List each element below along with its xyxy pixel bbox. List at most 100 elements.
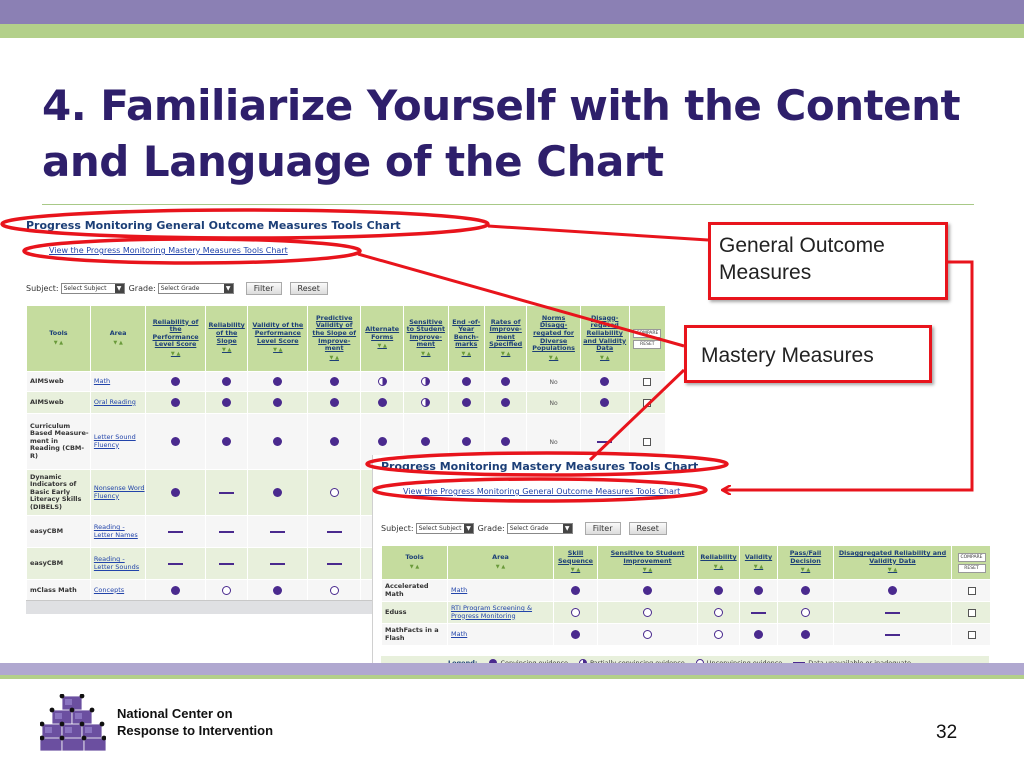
- filled-circle-icon: [801, 586, 810, 595]
- sort-arrows-icon[interactable]: ▼ ▲: [642, 567, 653, 574]
- mm-column-header[interactable]: Sensitive to Student Improvement ▼ ▲: [597, 545, 698, 580]
- compare-checkbox[interactable]: [643, 398, 652, 407]
- tool-area-link[interactable]: Reading - Letter Names: [89, 515, 147, 548]
- stacked-cubes-logo-icon: [40, 694, 106, 752]
- gom-compare-button[interactable]: COMPARE: [633, 328, 662, 338]
- sort-arrows-icon[interactable]: ▼ ▲: [377, 343, 387, 350]
- filled-circle-icon: [643, 586, 652, 595]
- mm-column-header[interactable]: Area ▼ ▲: [447, 545, 554, 580]
- dash-icon: [270, 562, 286, 565]
- rating-cell: [597, 623, 698, 646]
- gom-subject-select[interactable]: Select Subject ▼: [60, 283, 125, 294]
- mm-column-header[interactable]: Tools ▼ ▲: [381, 545, 448, 580]
- mm-column-header[interactable]: Pass/Fail Decision ▼ ▲: [777, 545, 834, 580]
- filled-circle-icon: [501, 398, 511, 407]
- mm-reset-button[interactable]: Reset: [628, 522, 667, 535]
- sort-arrows-icon[interactable]: ▼ ▲: [273, 347, 283, 354]
- tool-area-link[interactable]: Math: [89, 371, 147, 392]
- mm-column-header[interactable]: Disaggregated Reliability and Validity D…: [833, 545, 952, 580]
- filled-circle-icon: [501, 437, 511, 446]
- gom-filter-button[interactable]: Filter: [245, 282, 282, 295]
- sort-arrows-icon[interactable]: ▼ ▲: [170, 350, 181, 357]
- gom-column-header[interactable]: Sensitive to Student Improve-ment ▼ ▲: [402, 305, 449, 372]
- tool-area-link[interactable]: RTI Program Screening & Progress Monitor…: [447, 601, 554, 624]
- gom-compare-reset-button[interactable]: RESET: [633, 339, 662, 349]
- tool-area-link[interactable]: Oral Reading: [89, 391, 147, 414]
- compare-cell: [951, 579, 990, 602]
- tool-area-link[interactable]: Concepts: [89, 579, 147, 602]
- sort-arrows-icon[interactable]: ▼ ▲: [570, 567, 581, 574]
- mm-column-header[interactable]: Reliability ▼ ▲: [697, 545, 740, 580]
- sort-arrows-icon[interactable]: ▼ ▲: [599, 354, 610, 361]
- tool-area-link[interactable]: Math: [447, 579, 554, 602]
- filled-circle-icon: [329, 398, 339, 407]
- mm-compare-reset-button[interactable]: RESET: [957, 563, 986, 573]
- gom-grade-value: Select Grade: [160, 285, 200, 292]
- mm-column-header[interactable]: Validity ▼ ▲: [739, 545, 778, 580]
- rating-cell: [447, 371, 485, 392]
- mm-column-header[interactable]: Skill Sequence ▼ ▲: [553, 545, 598, 580]
- sort-arrows-icon[interactable]: ▼ ▲: [113, 339, 123, 346]
- tool-name: easyCBM: [26, 547, 91, 580]
- tool-area-link[interactable]: Reading - Letter Sounds: [89, 547, 147, 580]
- gom-column-header[interactable]: Alternate Forms ▼ ▲: [360, 305, 404, 372]
- gom-column-header[interactable]: Reliability of the Slope ▼ ▲: [204, 305, 249, 372]
- sort-arrows-icon[interactable]: ▼ ▲: [329, 354, 339, 361]
- filled-circle-icon: [273, 398, 283, 407]
- gom-column-header-label: Sensitive to Student Improve-ment: [406, 317, 445, 349]
- sort-arrows-icon[interactable]: ▼ ▲: [421, 350, 431, 357]
- mm-gom-link[interactable]: View the Progress Monitoring General Out…: [403, 487, 681, 496]
- table-row: AIMSweb Oral Reading No: [26, 391, 666, 414]
- sort-arrows-icon[interactable]: ▼ ▲: [495, 563, 506, 570]
- compare-checkbox[interactable]: [967, 630, 976, 639]
- filled-circle-icon: [461, 398, 471, 407]
- sort-arrows-icon[interactable]: ▼ ▲: [53, 339, 64, 346]
- compare-checkbox[interactable]: [967, 586, 976, 595]
- org-name-line1: National Center on: [117, 706, 233, 721]
- compare-cell: [628, 371, 666, 392]
- gom-column-header[interactable]: Validity of the Performance Level Score ▼…: [247, 305, 309, 372]
- sort-arrows-icon[interactable]: ▼ ▲: [713, 563, 724, 570]
- gom-column-header[interactable]: End -of- Year Bench-marks ▼ ▲: [447, 305, 485, 372]
- gom-column-header[interactable]: Norms Disagg-regated for Diverse Populat…: [526, 305, 581, 372]
- gom-column-header[interactable]: Reliability of the Performance Level Sco…: [145, 305, 206, 372]
- rating-cell: [483, 391, 528, 414]
- gom-mastery-link[interactable]: View the Progress Monitoring Mastery Mea…: [49, 246, 288, 255]
- compare-checkbox[interactable]: [643, 377, 652, 386]
- mm-filter-button[interactable]: Filter: [584, 522, 621, 535]
- compare-checkbox[interactable]: [967, 608, 976, 617]
- gom-reset-button[interactable]: Reset: [289, 282, 328, 295]
- dash-icon: [885, 633, 900, 636]
- tool-area-link[interactable]: Math: [447, 623, 554, 646]
- rating-cell: [247, 579, 309, 602]
- sort-arrows-icon[interactable]: ▼ ▲: [887, 567, 898, 574]
- dash-icon: [885, 611, 900, 614]
- sort-arrows-icon[interactable]: ▼ ▲: [800, 567, 811, 574]
- gom-subject-label: Subject:: [26, 284, 59, 293]
- filled-circle-icon: [888, 586, 897, 595]
- gom-column-header[interactable]: Rates of Improve-ment Specified ▼ ▲: [483, 305, 528, 372]
- gom-grade-select[interactable]: Select Grade ▼: [157, 283, 234, 294]
- rating-cell: [739, 623, 778, 646]
- mm-compare-button[interactable]: COMPARE: [957, 552, 986, 562]
- gom-column-header[interactable]: Area ▼ ▲: [89, 305, 147, 372]
- mm-grade-select[interactable]: Select Grade ▼: [506, 523, 573, 534]
- sort-arrows-icon[interactable]: ▼ ▲: [461, 350, 471, 357]
- gom-column-header[interactable]: Predictive Validity of the Slope of Impr…: [307, 305, 362, 372]
- sort-arrows-icon[interactable]: ▼ ▲: [753, 563, 764, 570]
- sort-arrows-icon[interactable]: ▼ ▲: [409, 563, 420, 570]
- tool-area-link[interactable]: Nonsense Word Fluency: [89, 469, 147, 516]
- sort-arrows-icon[interactable]: ▼ ▲: [221, 347, 232, 354]
- gom-column-header[interactable]: Disagg-regated Reliability and Validity …: [579, 305, 630, 372]
- rating-cell: [247, 391, 309, 414]
- sort-arrows-icon[interactable]: ▼ ▲: [548, 354, 559, 361]
- sort-arrows-icon[interactable]: ▼ ▲: [500, 350, 511, 357]
- rating-cell: [447, 391, 485, 414]
- tool-area-link[interactable]: Letter Sound Fluency: [89, 413, 147, 470]
- gom-column-header[interactable]: Tools ▼ ▲: [26, 305, 91, 372]
- compare-checkbox[interactable]: [643, 437, 652, 446]
- dash-icon: [597, 440, 613, 443]
- empty-circle-icon: [329, 586, 339, 595]
- mm-subject-select[interactable]: Select Subject ▼: [415, 523, 474, 534]
- rating-cell: [739, 601, 778, 624]
